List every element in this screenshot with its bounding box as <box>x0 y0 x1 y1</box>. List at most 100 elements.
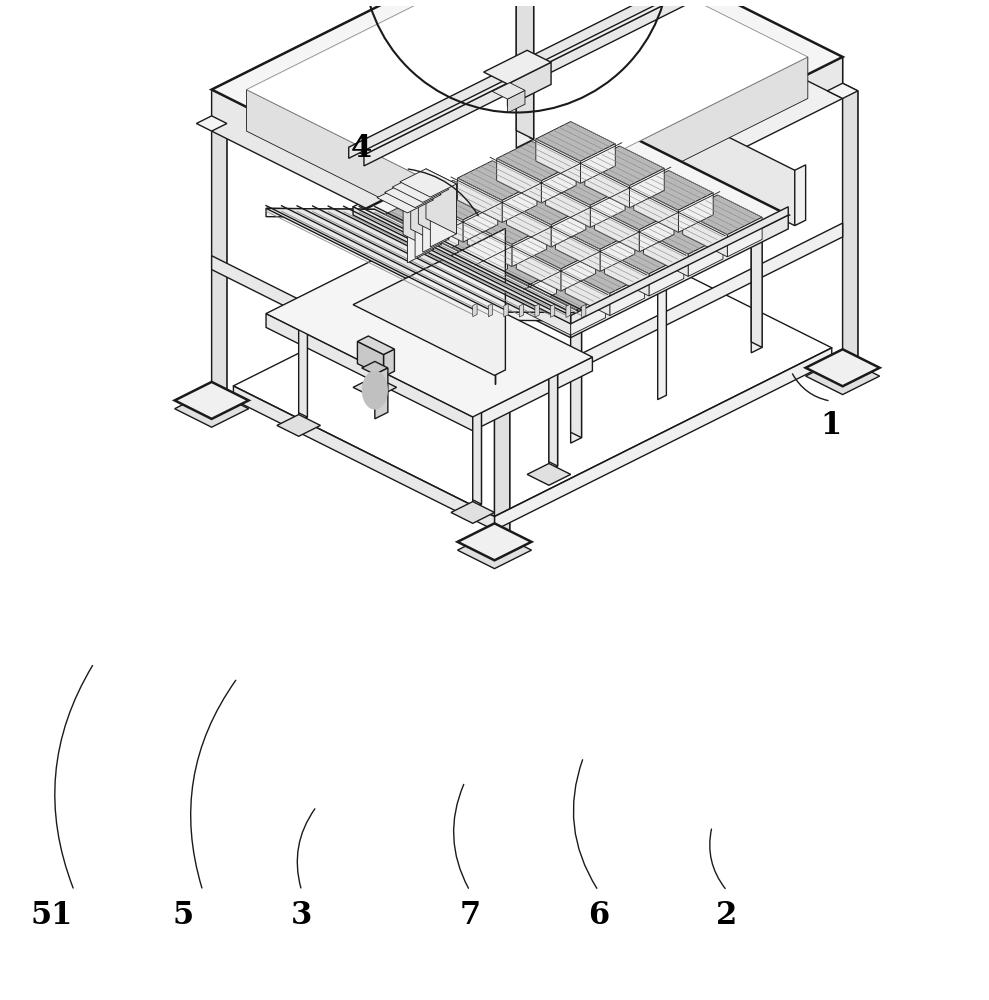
Polygon shape <box>556 227 600 271</box>
Polygon shape <box>560 0 575 234</box>
Polygon shape <box>523 208 596 245</box>
Polygon shape <box>516 0 534 148</box>
Polygon shape <box>473 357 592 431</box>
Polygon shape <box>477 266 522 311</box>
Polygon shape <box>560 0 843 98</box>
Polygon shape <box>197 116 226 131</box>
Polygon shape <box>752 231 763 353</box>
Polygon shape <box>594 207 639 252</box>
Polygon shape <box>549 359 558 466</box>
Polygon shape <box>384 349 395 377</box>
Text: 5: 5 <box>172 900 194 931</box>
Polygon shape <box>473 303 477 317</box>
Polygon shape <box>375 368 388 419</box>
Polygon shape <box>246 90 494 255</box>
Polygon shape <box>489 304 493 317</box>
Polygon shape <box>493 83 525 99</box>
FancyArrowPatch shape <box>574 760 596 888</box>
Polygon shape <box>571 207 788 324</box>
Polygon shape <box>604 234 683 274</box>
Polygon shape <box>644 232 688 276</box>
Polygon shape <box>418 180 497 220</box>
Polygon shape <box>516 229 595 269</box>
FancyArrowPatch shape <box>191 680 235 888</box>
Polygon shape <box>484 50 551 84</box>
Polygon shape <box>566 254 645 293</box>
Polygon shape <box>682 195 763 235</box>
FancyArrowPatch shape <box>54 666 93 888</box>
Polygon shape <box>581 144 615 183</box>
Polygon shape <box>477 189 486 309</box>
Polygon shape <box>634 170 713 210</box>
Polygon shape <box>566 271 610 316</box>
Polygon shape <box>610 276 645 316</box>
Polygon shape <box>843 83 857 368</box>
Polygon shape <box>353 229 505 375</box>
Polygon shape <box>494 57 843 273</box>
Polygon shape <box>494 57 808 255</box>
Text: 2: 2 <box>716 900 738 931</box>
Polygon shape <box>594 190 674 230</box>
Polygon shape <box>546 183 590 227</box>
Polygon shape <box>526 291 571 335</box>
Polygon shape <box>584 146 665 186</box>
Polygon shape <box>560 0 575 226</box>
Polygon shape <box>527 464 571 485</box>
Polygon shape <box>458 161 537 200</box>
Polygon shape <box>571 321 582 443</box>
Polygon shape <box>795 165 806 226</box>
FancyArrowPatch shape <box>408 169 479 216</box>
Polygon shape <box>752 226 763 347</box>
Polygon shape <box>375 277 384 383</box>
Polygon shape <box>536 139 581 183</box>
Polygon shape <box>212 123 226 408</box>
Polygon shape <box>536 122 615 161</box>
Polygon shape <box>477 249 557 289</box>
Polygon shape <box>678 193 713 232</box>
Polygon shape <box>535 304 539 317</box>
Polygon shape <box>277 415 320 436</box>
Text: 1: 1 <box>820 410 842 441</box>
FancyArrowPatch shape <box>298 809 315 888</box>
FancyArrowPatch shape <box>454 784 469 888</box>
Polygon shape <box>523 216 596 253</box>
Polygon shape <box>418 198 463 242</box>
Polygon shape <box>266 208 375 218</box>
Polygon shape <box>828 83 857 98</box>
Polygon shape <box>541 163 576 203</box>
Polygon shape <box>496 141 576 181</box>
Polygon shape <box>496 158 541 203</box>
Text: 4: 4 <box>350 133 372 164</box>
Polygon shape <box>175 382 248 419</box>
Polygon shape <box>649 256 683 296</box>
Polygon shape <box>566 304 571 317</box>
Polygon shape <box>175 390 248 427</box>
Polygon shape <box>423 222 459 262</box>
Polygon shape <box>561 252 595 291</box>
Polygon shape <box>522 271 557 311</box>
Polygon shape <box>379 217 423 262</box>
Polygon shape <box>299 310 308 417</box>
Polygon shape <box>422 189 449 252</box>
Polygon shape <box>806 349 879 386</box>
Polygon shape <box>571 296 605 335</box>
Polygon shape <box>266 208 582 313</box>
Polygon shape <box>266 314 473 431</box>
Polygon shape <box>473 247 507 286</box>
Polygon shape <box>516 247 561 291</box>
Polygon shape <box>551 207 585 247</box>
Polygon shape <box>375 272 384 379</box>
Polygon shape <box>349 0 675 158</box>
Polygon shape <box>590 188 625 227</box>
Polygon shape <box>428 224 507 264</box>
FancyArrowPatch shape <box>792 374 828 401</box>
Polygon shape <box>400 169 457 197</box>
Polygon shape <box>266 254 592 417</box>
Polygon shape <box>480 257 509 273</box>
FancyArrowPatch shape <box>710 829 725 888</box>
Polygon shape <box>473 402 482 509</box>
Polygon shape <box>355 0 690 155</box>
Polygon shape <box>526 273 605 313</box>
Polygon shape <box>353 215 571 338</box>
Polygon shape <box>212 0 843 231</box>
